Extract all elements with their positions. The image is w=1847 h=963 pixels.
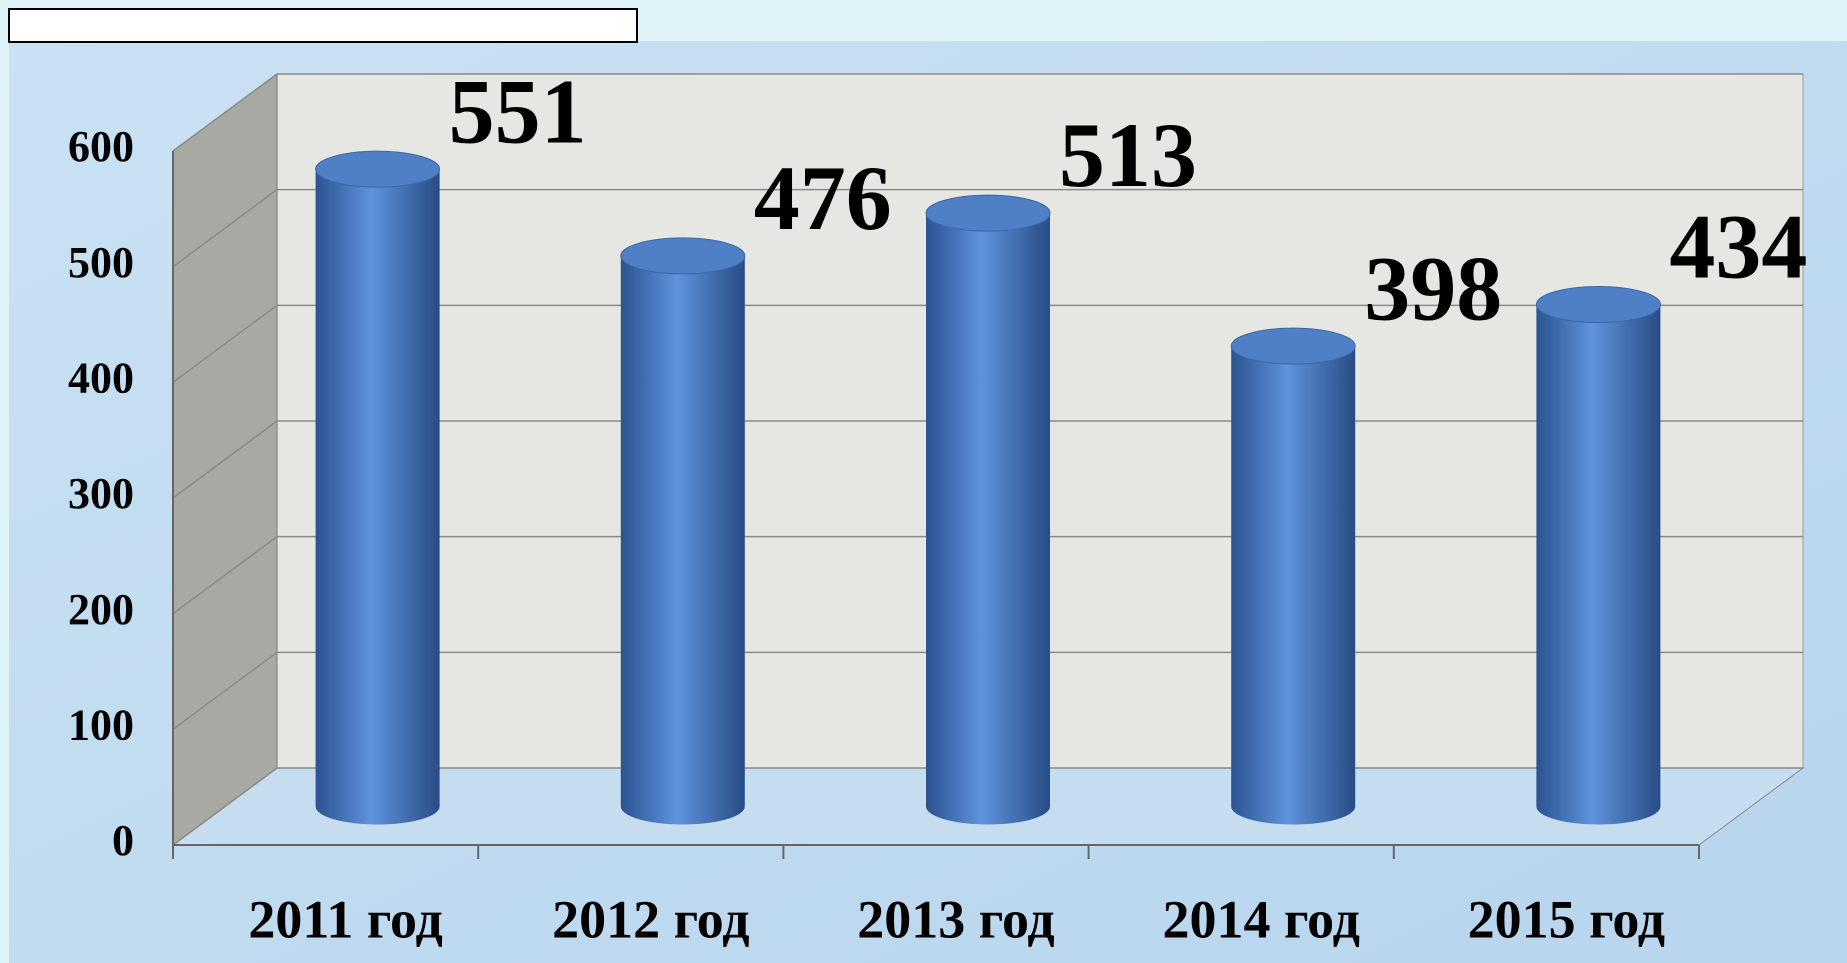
grid-line: [172, 536, 278, 615]
grid-line: [172, 767, 278, 846]
y-tick-label: 200: [68, 585, 134, 634]
value-label: 551: [449, 60, 587, 162]
grid-line: [172, 420, 278, 499]
value-label: 476: [754, 147, 892, 249]
y-tick-label: 600: [68, 122, 134, 171]
grid-line: [172, 304, 278, 383]
grid-line: [172, 651, 278, 730]
header-box: [8, 8, 638, 43]
y-tick-label: 0: [112, 816, 134, 865]
cylinder-top: [315, 150, 441, 188]
value-label: 398: [1364, 237, 1502, 339]
cylinder-body: [315, 169, 440, 825]
y-tick-label: 100: [68, 700, 134, 749]
x-tick-label: 2014 год: [1162, 889, 1359, 949]
x-tick-label: 2011 год: [248, 889, 442, 949]
cylinder-body: [620, 255, 745, 825]
x-tick-label: 2013 год: [857, 889, 1054, 949]
cylinder-body: [1536, 304, 1661, 825]
cylinder-body: [1231, 346, 1356, 825]
cylinder-top: [1230, 327, 1356, 365]
cylinder-top: [1535, 286, 1661, 324]
y-tick-label: 400: [68, 353, 134, 402]
grid-line: [172, 189, 278, 268]
y-tick-label: 300: [68, 469, 134, 518]
cylinder-body: [926, 213, 1050, 825]
grid-line: [172, 73, 278, 152]
value-label: 434: [1669, 196, 1807, 298]
x-tick-label: 2012 год: [552, 889, 749, 949]
y-tick-label: 500: [68, 238, 134, 287]
x-tick-label: 2015 год: [1468, 889, 1665, 949]
cylinder-top: [620, 237, 746, 275]
cylinder-top: [925, 194, 1051, 232]
value-label: 513: [1059, 104, 1197, 206]
